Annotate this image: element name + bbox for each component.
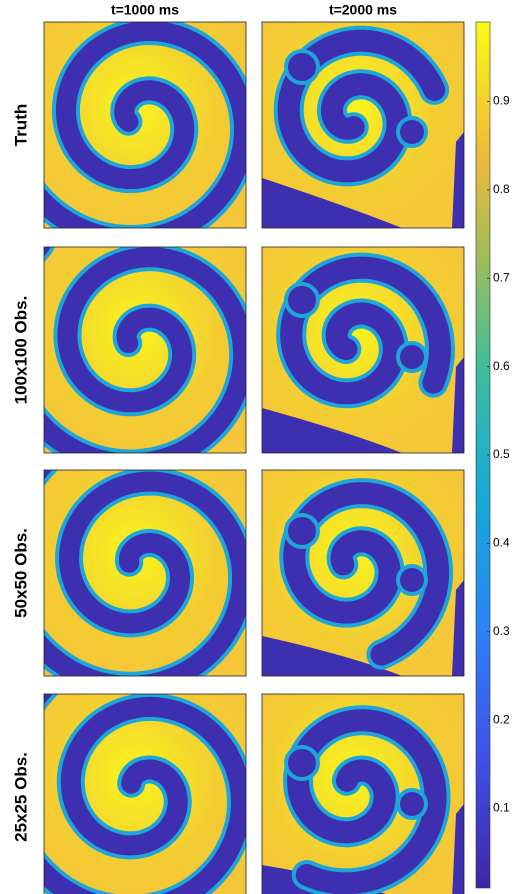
row-label: 25x25 Obs. <box>11 752 30 842</box>
heatmap-panel <box>262 470 464 676</box>
row-label: 100x100 Obs. <box>11 296 30 405</box>
heatmap-panel <box>6 22 246 239</box>
blob <box>286 284 318 316</box>
colorbar-tick-label: 0.6 <box>493 359 510 373</box>
blob <box>286 515 318 547</box>
colorbar-tick-label: 0.4 <box>493 536 510 550</box>
blob <box>286 51 318 83</box>
blob <box>398 118 426 146</box>
column-title: t=1000 ms <box>111 2 179 18</box>
colorbar-tick-label: 0.8 <box>493 182 510 196</box>
blob <box>398 566 426 594</box>
blob <box>398 790 426 818</box>
heatmap-panel <box>262 22 464 228</box>
figure: t=1000 ms t=2000 ms Truth 100x100 Obs. 50x50… <box>0 0 524 894</box>
panels <box>6 22 464 894</box>
colorbar-tick-label: 0.9 <box>493 94 510 108</box>
column-title: t=2000 ms <box>329 2 397 18</box>
row-label: 50x50 Obs. <box>11 528 30 618</box>
blob <box>398 343 426 371</box>
heatmap-panel <box>6 245 246 464</box>
blob <box>286 747 318 779</box>
heatmap-panel <box>7 648 246 894</box>
heatmap-panel <box>7 440 246 686</box>
colorbar-tick-label: 0.2 <box>493 712 510 726</box>
row-label: Truth <box>11 104 30 147</box>
heatmap-panel <box>262 247 464 453</box>
colorbar-tick-label: 0.7 <box>493 270 510 284</box>
heatmap-panel <box>262 694 464 894</box>
colorbar-tick-label: 0.5 <box>493 447 510 461</box>
colorbar-tick-label: 0.1 <box>493 801 510 815</box>
colorbar-tick-label: 0.3 <box>493 624 510 638</box>
